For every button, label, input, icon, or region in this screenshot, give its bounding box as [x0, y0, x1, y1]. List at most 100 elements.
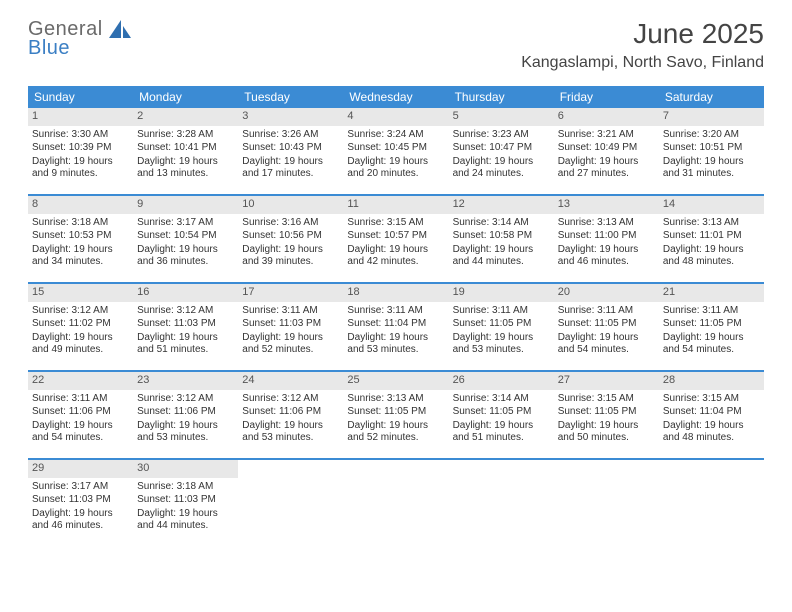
day-cell: 25Sunrise: 3:13 AMSunset: 11:05 PMDaylig… — [343, 372, 448, 458]
day-number: 18 — [343, 284, 448, 302]
daylight-line: Daylight: 19 hours and 31 minutes. — [663, 156, 760, 181]
sunset-line: Sunset: 11:06 PM — [137, 406, 234, 419]
daylight-line: Daylight: 19 hours and 49 minutes. — [32, 332, 129, 357]
title-block: June 2025 Kangaslampi, North Savo, Finla… — [521, 18, 764, 72]
sunset-line: Sunset: 11:02 PM — [32, 318, 129, 331]
daylight-line: Daylight: 19 hours and 42 minutes. — [347, 244, 444, 269]
sunrise-line: Sunrise: 3:20 AM — [663, 129, 760, 142]
day-cell: 5Sunrise: 3:23 AMSunset: 10:47 PMDayligh… — [449, 108, 554, 194]
sunrise-line: Sunrise: 3:15 AM — [347, 217, 444, 230]
week-row: 15Sunrise: 3:12 AMSunset: 11:02 PMDaylig… — [28, 284, 764, 372]
daylight-line: Daylight: 19 hours and 17 minutes. — [242, 156, 339, 181]
daylight-line: Daylight: 19 hours and 53 minutes. — [347, 332, 444, 357]
sunrise-line: Sunrise: 3:18 AM — [32, 217, 129, 230]
day-number: 15 — [28, 284, 133, 302]
sunrise-line: Sunrise: 3:23 AM — [453, 129, 550, 142]
day-cell: 2Sunrise: 3:28 AMSunset: 10:41 PMDayligh… — [133, 108, 238, 194]
day-number: 7 — [659, 108, 764, 126]
page-header: General Blue June 2025 Kangaslampi, Nort… — [0, 0, 792, 78]
sunset-line: Sunset: 11:04 PM — [663, 406, 760, 419]
day-cell: 17Sunrise: 3:11 AMSunset: 11:03 PMDaylig… — [238, 284, 343, 370]
day-number: 19 — [449, 284, 554, 302]
sunset-line: Sunset: 10:45 PM — [347, 142, 444, 155]
week-row: 29Sunrise: 3:17 AMSunset: 11:03 PMDaylig… — [28, 460, 764, 546]
week-row: 22Sunrise: 3:11 AMSunset: 11:06 PMDaylig… — [28, 372, 764, 460]
daylight-line: Daylight: 19 hours and 9 minutes. — [32, 156, 129, 181]
day-cell: 22Sunrise: 3:11 AMSunset: 11:06 PMDaylig… — [28, 372, 133, 458]
day-cell: 21Sunrise: 3:11 AMSunset: 11:05 PMDaylig… — [659, 284, 764, 370]
sunset-line: Sunset: 11:05 PM — [453, 318, 550, 331]
sunset-line: Sunset: 10:41 PM — [137, 142, 234, 155]
dow-cell: Monday — [133, 86, 238, 108]
day-number: 16 — [133, 284, 238, 302]
day-number: 29 — [28, 460, 133, 478]
sunrise-line: Sunrise: 3:17 AM — [137, 217, 234, 230]
dow-cell: Saturday — [659, 86, 764, 108]
day-number: 28 — [659, 372, 764, 390]
sunrise-line: Sunrise: 3:28 AM — [137, 129, 234, 142]
sunrise-line: Sunrise: 3:11 AM — [663, 305, 760, 318]
daylight-line: Daylight: 19 hours and 39 minutes. — [242, 244, 339, 269]
sunset-line: Sunset: 11:05 PM — [347, 406, 444, 419]
sunrise-line: Sunrise: 3:21 AM — [558, 129, 655, 142]
daylight-line: Daylight: 19 hours and 53 minutes. — [137, 420, 234, 445]
sunset-line: Sunset: 10:39 PM — [32, 142, 129, 155]
dow-cell: Sunday — [28, 86, 133, 108]
day-number: 6 — [554, 108, 659, 126]
day-cell: 3Sunrise: 3:26 AMSunset: 10:43 PMDayligh… — [238, 108, 343, 194]
sunrise-line: Sunrise: 3:18 AM — [137, 481, 234, 494]
daylight-line: Daylight: 19 hours and 20 minutes. — [347, 156, 444, 181]
brand-logo: General Blue — [28, 18, 133, 60]
daylight-line: Daylight: 19 hours and 24 minutes. — [453, 156, 550, 181]
day-cell: 1Sunrise: 3:30 AMSunset: 10:39 PMDayligh… — [28, 108, 133, 194]
sunset-line: Sunset: 11:01 PM — [663, 230, 760, 243]
day-number: 22 — [28, 372, 133, 390]
day-number: 21 — [659, 284, 764, 302]
sunset-line: Sunset: 11:04 PM — [347, 318, 444, 331]
day-number: 8 — [28, 196, 133, 214]
sunset-line: Sunset: 10:54 PM — [137, 230, 234, 243]
day-cell: 4Sunrise: 3:24 AMSunset: 10:45 PMDayligh… — [343, 108, 448, 194]
sunrise-line: Sunrise: 3:12 AM — [137, 305, 234, 318]
daylight-line: Daylight: 19 hours and 36 minutes. — [137, 244, 234, 269]
sunrise-line: Sunrise: 3:11 AM — [32, 393, 129, 406]
sunrise-line: Sunrise: 3:11 AM — [453, 305, 550, 318]
sunrise-line: Sunrise: 3:11 AM — [558, 305, 655, 318]
day-cell: 16Sunrise: 3:12 AMSunset: 11:03 PMDaylig… — [133, 284, 238, 370]
daylight-line: Daylight: 19 hours and 54 minutes. — [663, 332, 760, 357]
sunset-line: Sunset: 10:53 PM — [32, 230, 129, 243]
day-cell: 10Sunrise: 3:16 AMSunset: 10:56 PMDaylig… — [238, 196, 343, 282]
sunrise-line: Sunrise: 3:26 AM — [242, 129, 339, 142]
daylight-line: Daylight: 19 hours and 52 minutes. — [347, 420, 444, 445]
sunset-line: Sunset: 11:00 PM — [558, 230, 655, 243]
daylight-line: Daylight: 19 hours and 52 minutes. — [242, 332, 339, 357]
sunrise-line: Sunrise: 3:12 AM — [137, 393, 234, 406]
day-number: 24 — [238, 372, 343, 390]
day-cell: . — [554, 460, 659, 546]
day-number: 23 — [133, 372, 238, 390]
day-cell: . — [659, 460, 764, 546]
sunrise-line: Sunrise: 3:17 AM — [32, 481, 129, 494]
day-number: 25 — [343, 372, 448, 390]
day-cell: 24Sunrise: 3:12 AMSunset: 11:06 PMDaylig… — [238, 372, 343, 458]
sunset-line: Sunset: 10:47 PM — [453, 142, 550, 155]
day-cell: 20Sunrise: 3:11 AMSunset: 11:05 PMDaylig… — [554, 284, 659, 370]
day-cell: 29Sunrise: 3:17 AMSunset: 11:03 PMDaylig… — [28, 460, 133, 546]
daylight-line: Daylight: 19 hours and 51 minutes. — [453, 420, 550, 445]
sunrise-line: Sunrise: 3:12 AM — [32, 305, 129, 318]
day-number: 20 — [554, 284, 659, 302]
sunset-line: Sunset: 10:58 PM — [453, 230, 550, 243]
daylight-line: Daylight: 19 hours and 46 minutes. — [558, 244, 655, 269]
sunset-line: Sunset: 10:56 PM — [242, 230, 339, 243]
day-cell: . — [238, 460, 343, 546]
weeks-container: 1Sunrise: 3:30 AMSunset: 10:39 PMDayligh… — [28, 108, 764, 546]
sunset-line: Sunset: 11:03 PM — [32, 494, 129, 507]
daylight-line: Daylight: 19 hours and 51 minutes. — [137, 332, 234, 357]
day-cell: 13Sunrise: 3:13 AMSunset: 11:00 PMDaylig… — [554, 196, 659, 282]
day-cell: 7Sunrise: 3:20 AMSunset: 10:51 PMDayligh… — [659, 108, 764, 194]
sunrise-line: Sunrise: 3:13 AM — [663, 217, 760, 230]
sunrise-line: Sunrise: 3:16 AM — [242, 217, 339, 230]
location-text: Kangaslampi, North Savo, Finland — [521, 54, 764, 72]
dow-cell: Thursday — [449, 86, 554, 108]
daylight-line: Daylight: 19 hours and 50 minutes. — [558, 420, 655, 445]
